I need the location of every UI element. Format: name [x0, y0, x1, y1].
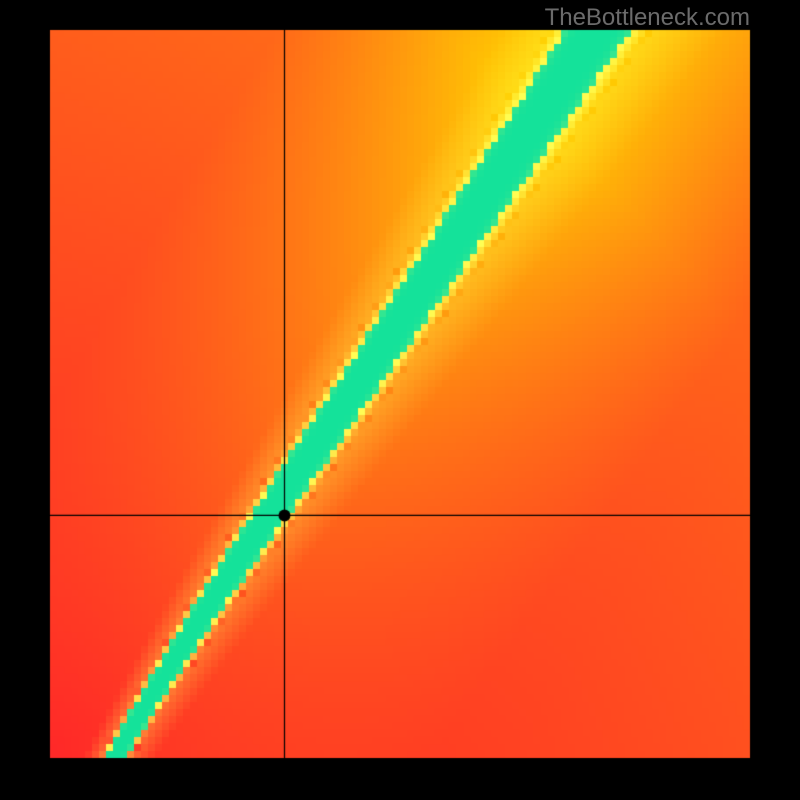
chart-container: TheBottleneck.com: [0, 0, 800, 800]
heatmap-canvas: [0, 0, 800, 800]
watermark-text: TheBottleneck.com: [545, 4, 750, 32]
